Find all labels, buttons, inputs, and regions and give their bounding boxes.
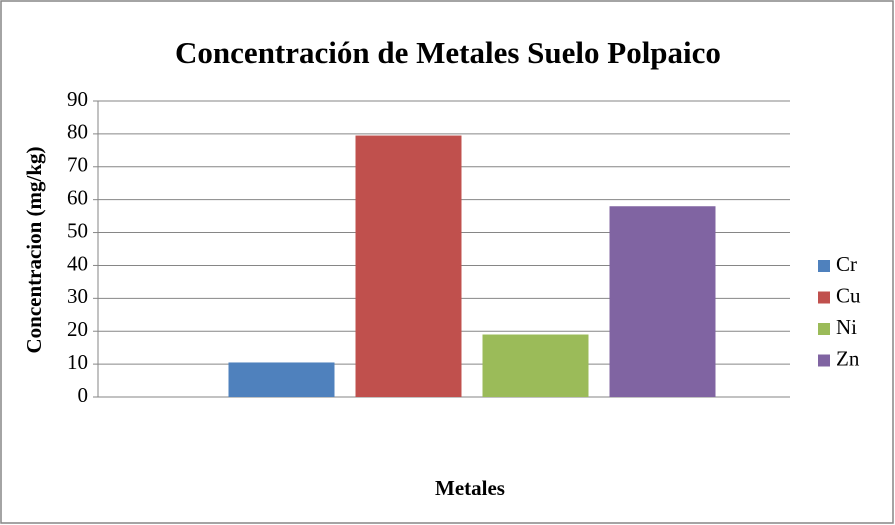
y-tick-label: 30 (67, 284, 88, 308)
y-tick-label: 10 (67, 350, 88, 374)
y-tick-label: 50 (67, 218, 88, 242)
bar (482, 334, 589, 397)
bar (355, 135, 462, 398)
legend-label: Zn (836, 346, 860, 370)
y-axis-label: Concentracion (mg/kg) (22, 146, 46, 353)
chart-title: Concentración de Metales Suelo Polpaico (175, 35, 721, 70)
legend-swatch (818, 260, 830, 272)
legend-label: Ni (836, 315, 857, 339)
bar (228, 362, 335, 397)
y-tick-label: 20 (67, 317, 88, 341)
y-tick-label: 60 (67, 185, 88, 209)
x-axis-label: Metales (435, 476, 505, 500)
y-tick-label: 70 (67, 153, 88, 177)
y-tick-label: 80 (67, 120, 88, 144)
legend-swatch (818, 291, 830, 304)
legend-label: Cr (836, 252, 857, 276)
bar (609, 206, 716, 397)
y-tick-label: 0 (78, 383, 89, 407)
y-tick-label: 40 (67, 251, 88, 275)
legend-swatch (818, 323, 830, 335)
legend-swatch (818, 354, 830, 367)
legend-label: Cu (836, 283, 861, 307)
y-tick-label: 90 (67, 87, 88, 111)
